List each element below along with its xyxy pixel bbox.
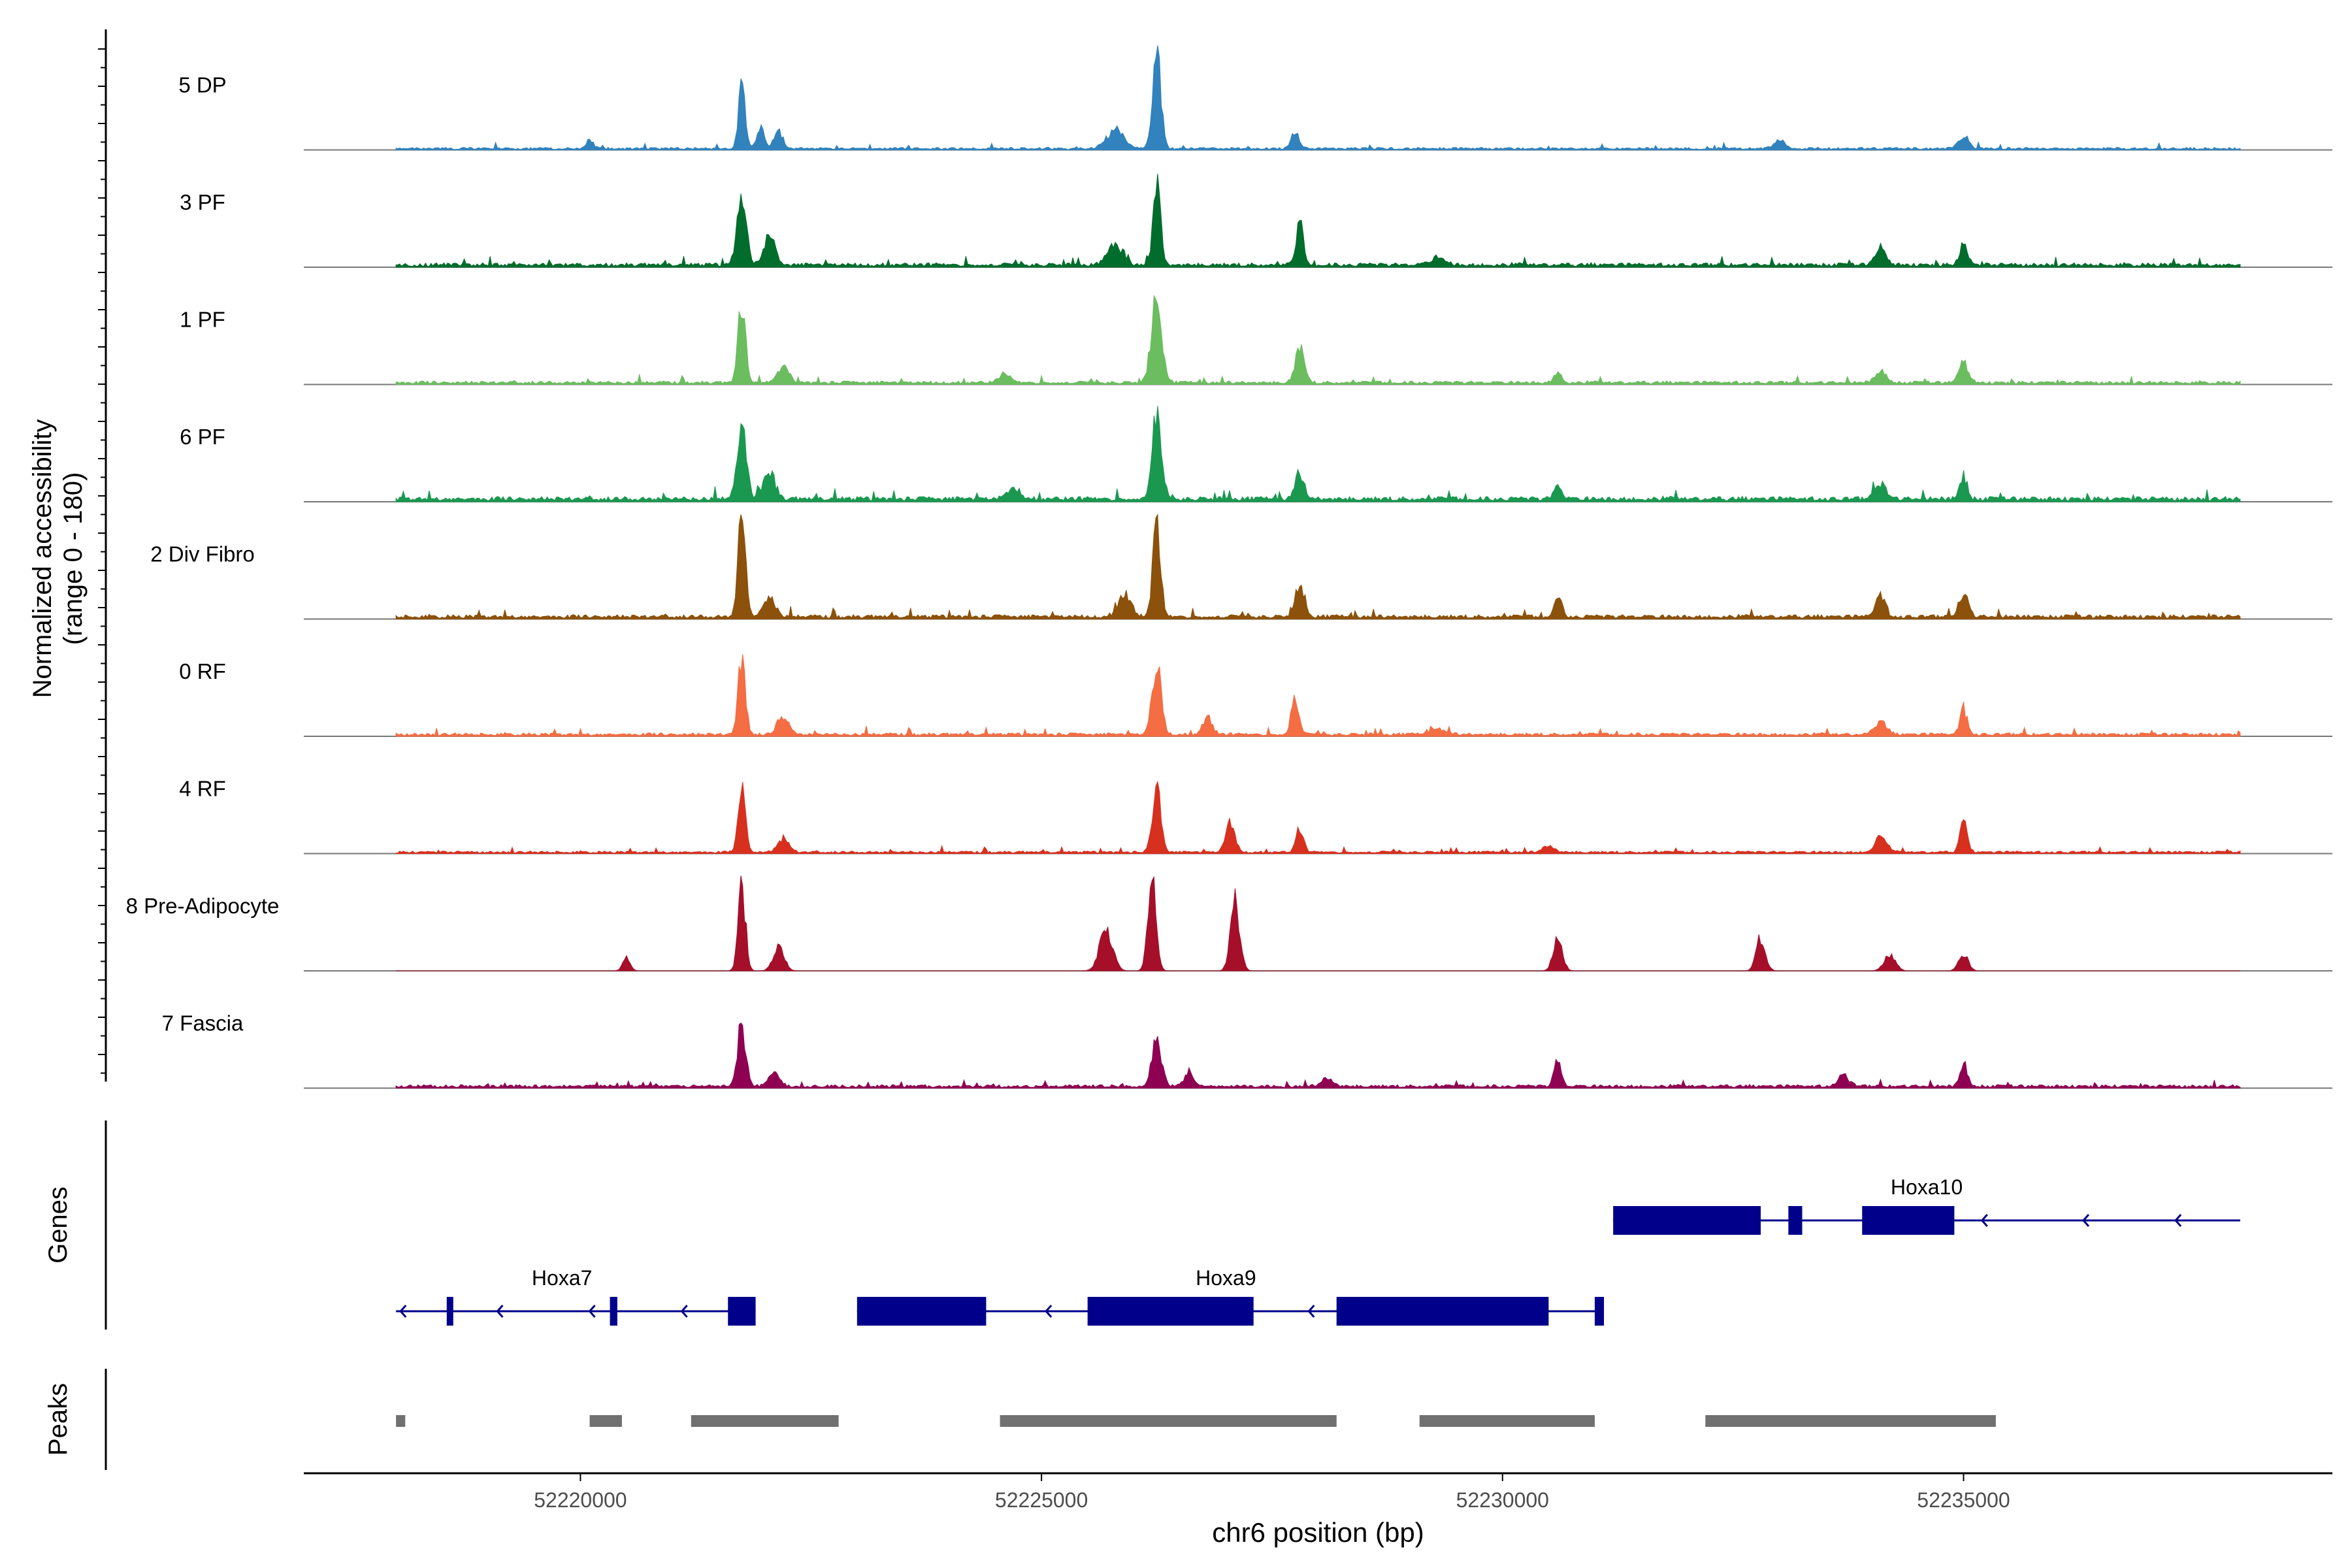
gene-exon [728, 1297, 756, 1326]
track-label: 1 PF [180, 308, 225, 332]
gene-label: Hoxa9 [1196, 1266, 1256, 1290]
track-7: 8 Pre-Adipocyte [126, 875, 2332, 972]
track-label: 0 RF [179, 659, 226, 683]
strand-arrow [2174, 1214, 2182, 1227]
x-tick-label: 52225000 [995, 1488, 1088, 1512]
x-axis-label: chr6 position (bp) [1212, 1517, 1424, 1548]
gene-exon [1788, 1206, 1803, 1235]
x-axis: 52220000 52225000 52230000 52235000 chr6 pos… [304, 1472, 2332, 1548]
track-label: 3 PF [180, 190, 225, 214]
strand-arrow [1980, 1214, 1988, 1227]
track-1: 3 PF [180, 173, 2332, 268]
genes-label: Genes [44, 1186, 73, 1264]
gene-exon [1613, 1206, 1761, 1235]
y-axis-label-line1: Normalized accessibility [28, 419, 57, 698]
track-3: 6 PF [180, 406, 2332, 502]
peak-region [1000, 1415, 1337, 1427]
coverage-tracks: 5 DP 3 PF 1 PF 6 PF 2 Div Fibro 0 RF 4 RF 8 Pre… [126, 45, 2332, 1089]
peaks-label: Peaks [44, 1383, 73, 1456]
strand-arrow [399, 1305, 407, 1318]
gene-exon [1594, 1297, 1605, 1326]
peak-region [589, 1415, 622, 1427]
genes-panel: Genes Hoxa10 Hoxa9 Hoxa7 [44, 1120, 2240, 1330]
track-5: 0 RF [179, 654, 2332, 737]
track-2: 1 PF [180, 294, 2332, 385]
track-area [395, 513, 2241, 619]
gene-exon [446, 1297, 453, 1326]
gene-exon [857, 1297, 987, 1326]
gene-hoxa10: Hoxa10 [1613, 1175, 2240, 1235]
gene-hoxa7: Hoxa7 [396, 1266, 756, 1326]
strand-arrow [2082, 1214, 2090, 1227]
peak-region [1419, 1415, 1595, 1427]
track-label: 8 Pre-Adipocyte [126, 894, 280, 918]
gene-exon [1336, 1297, 1549, 1326]
gene-exon [1087, 1297, 1254, 1326]
track-label: 4 RF [179, 777, 226, 801]
gene-label: Hoxa10 [1891, 1175, 1963, 1199]
x-tick-label: 52235000 [1917, 1488, 2010, 1512]
track-0: 5 DP [178, 45, 2332, 151]
track-4: 2 Div Fibro [150, 513, 2332, 620]
track-label: 6 PF [180, 425, 225, 449]
gene-label: Hoxa7 [532, 1266, 593, 1290]
track-area [395, 406, 2241, 502]
strand-arrow [1045, 1305, 1053, 1318]
y-axis-label-line2: (range 0 - 180) [59, 472, 88, 645]
y-axis: Normalized accessibility (range 0 - 180) [28, 29, 107, 1082]
strand-arrow [680, 1305, 688, 1318]
x-tick-label: 52230000 [1456, 1488, 1549, 1512]
x-tick-label: 52220000 [534, 1488, 627, 1512]
track-area [395, 45, 2241, 150]
track-area [395, 780, 2241, 854]
track-8: 7 Fascia [162, 1011, 2332, 1089]
peaks-panel: Peaks [44, 1369, 1996, 1470]
track-area [395, 294, 2241, 385]
track-area [395, 1022, 2241, 1088]
track-6: 4 RF [179, 777, 2332, 855]
strand-arrow [588, 1305, 596, 1318]
gene-hoxa9: Hoxa9 [857, 1266, 1605, 1326]
strand-arrow [1307, 1305, 1315, 1318]
track-area [396, 875, 2240, 972]
gene-exon [610, 1297, 617, 1326]
track-label: 2 Div Fibro [150, 542, 255, 566]
track-area [395, 654, 2241, 737]
gene-exon [1862, 1206, 1955, 1235]
track-label: 5 DP [178, 73, 226, 97]
peak-region [1705, 1415, 1996, 1427]
peak-region [396, 1415, 406, 1427]
peak-region [691, 1415, 839, 1427]
track-area [395, 173, 2241, 268]
strand-arrow [496, 1305, 504, 1318]
track-label: 7 Fascia [162, 1011, 244, 1036]
